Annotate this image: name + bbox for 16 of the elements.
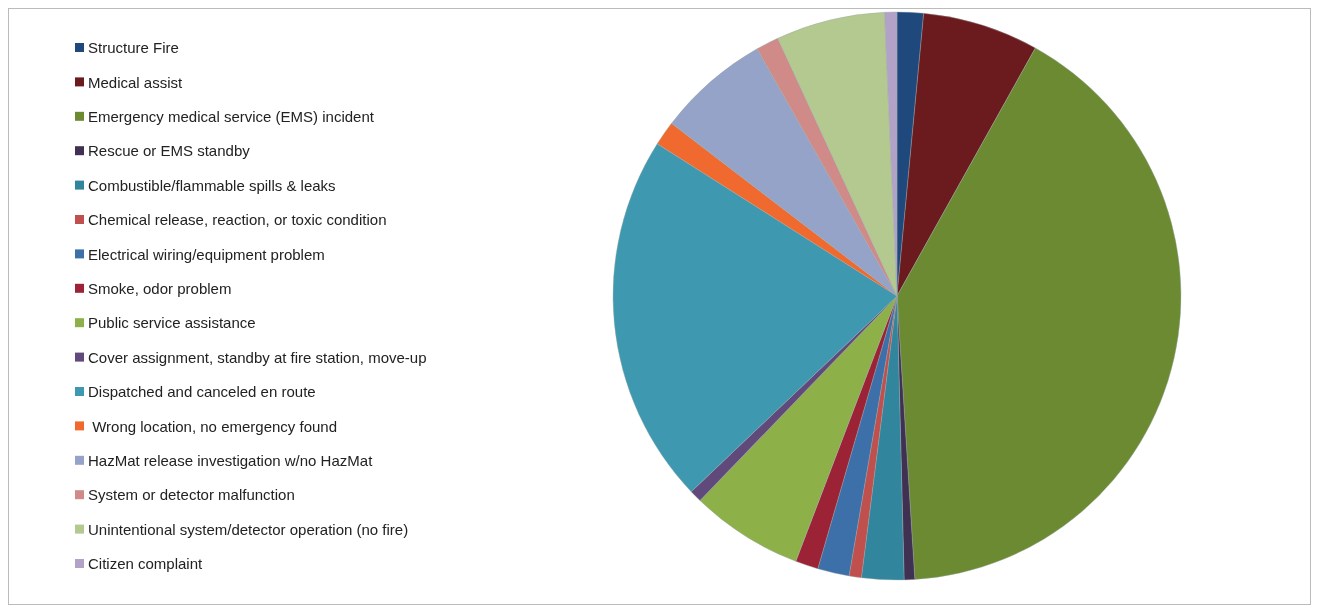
legend-label: Structure Fire: [88, 39, 179, 57]
legend-label: System or detector malfunction: [88, 486, 295, 504]
legend-label: Cover assignment, standby at fire station, move-up: [88, 348, 427, 366]
legend-label: Wrong location, no emergency found: [88, 417, 338, 435]
legend-label: Smoke, odor problem: [88, 280, 232, 298]
legend-label: Rescue or EMS standby: [88, 142, 251, 160]
legend-label: Combustible/flammable spills & leaks: [88, 176, 336, 194]
legend-label: Medical assist: [88, 73, 184, 91]
legend-label: Unintentional system/detector operation (no fire): [88, 520, 409, 538]
legend-label: Emergency medical service (EMS) incident: [88, 108, 375, 126]
legend-label: Public service assistance: [88, 314, 256, 332]
legend-label: Citizen complaint: [88, 555, 204, 573]
legend-label: Dispatched and canceled en route: [88, 383, 316, 401]
legend-label: Electrical wiring/equipment problem: [88, 245, 325, 263]
legend-label: HazMat release investigation w/no HazMat: [88, 452, 374, 470]
legend-label: Chemical release, reaction, or toxic condition: [88, 211, 387, 229]
